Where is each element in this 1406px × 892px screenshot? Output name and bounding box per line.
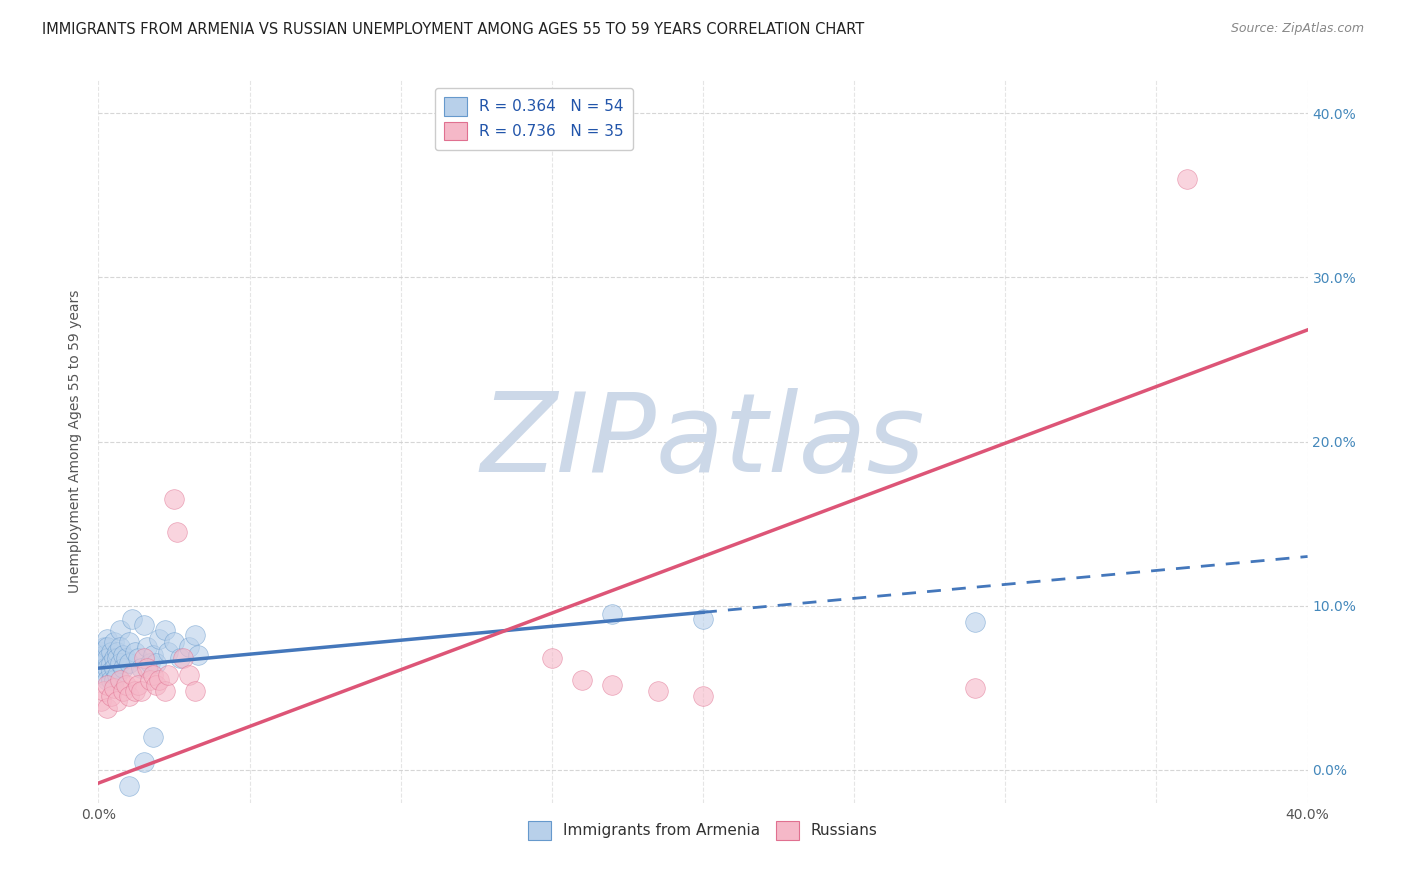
Point [156, 645, 179, 659]
Point [90, 694, 112, 708]
Point [692, 689, 714, 703]
Point [93, 640, 115, 654]
Legend: Immigrants from Armenia, Russians: Immigrants from Armenia, Russians [522, 815, 884, 846]
Point [93, 648, 115, 662]
Point [153, 684, 176, 698]
Point [124, 684, 146, 698]
Point [153, 624, 176, 638]
Point [90, 657, 112, 671]
Point [121, 667, 143, 681]
Point [647, 684, 669, 698]
Point [965, 615, 987, 630]
Point [540, 651, 562, 665]
Point [118, 780, 141, 794]
Point [114, 677, 136, 691]
Point [142, 648, 165, 662]
Point [145, 677, 167, 691]
Point [139, 657, 162, 671]
Point [124, 645, 146, 659]
Point [142, 667, 165, 681]
Point [103, 661, 125, 675]
Point [142, 730, 165, 744]
Point [184, 628, 207, 642]
Point [111, 684, 134, 698]
Point [163, 635, 186, 649]
Y-axis label: Unemployment Among Ages 55 to 59 years: Unemployment Among Ages 55 to 59 years [69, 290, 83, 593]
Point [111, 648, 134, 662]
Point [105, 651, 128, 665]
Point [111, 661, 134, 675]
Point [100, 657, 122, 671]
Point [135, 661, 157, 675]
Point [96, 651, 118, 665]
Point [108, 640, 131, 654]
Point [96, 677, 118, 691]
Point [602, 677, 624, 691]
Point [90, 645, 112, 659]
Point [103, 681, 125, 695]
Point [93, 684, 115, 698]
Point [105, 667, 128, 681]
Point [103, 651, 125, 665]
Point [108, 657, 131, 671]
Point [93, 667, 115, 681]
Point [100, 689, 122, 703]
Point [90, 651, 112, 665]
Point [1175, 171, 1198, 186]
Point [118, 689, 141, 703]
Point [129, 661, 152, 675]
Point [100, 665, 122, 679]
Point [105, 694, 128, 708]
Text: ZIPatlas: ZIPatlas [481, 388, 925, 495]
Point [103, 673, 125, 687]
Point [166, 524, 188, 539]
Point [965, 681, 987, 695]
Point [127, 677, 149, 691]
Point [187, 648, 209, 662]
Point [96, 661, 118, 675]
Point [108, 624, 131, 638]
Point [105, 645, 128, 659]
Point [129, 684, 152, 698]
Point [96, 673, 118, 687]
Point [118, 635, 141, 649]
Point [121, 612, 143, 626]
Point [139, 673, 162, 687]
Point [103, 635, 125, 649]
Point [96, 632, 118, 646]
Point [156, 667, 179, 681]
Text: IMMIGRANTS FROM ARMENIA VS RUSSIAN UNEMPLOYMENT AMONG AGES 55 TO 59 YEARS CORREL: IMMIGRANTS FROM ARMENIA VS RUSSIAN UNEMP… [42, 22, 865, 37]
Point [163, 491, 186, 506]
Point [692, 612, 714, 626]
Point [135, 640, 157, 654]
Point [179, 640, 201, 654]
Point [93, 661, 115, 675]
Point [127, 651, 149, 665]
Point [179, 667, 201, 681]
Point [96, 640, 118, 654]
Point [184, 684, 207, 698]
Point [100, 673, 122, 687]
Point [100, 645, 122, 659]
Point [169, 651, 191, 665]
Point [96, 700, 118, 714]
Point [132, 755, 155, 769]
Point [571, 673, 593, 687]
Point [118, 657, 141, 671]
Point [602, 607, 624, 621]
Point [148, 673, 170, 687]
Point [114, 651, 136, 665]
Point [172, 651, 194, 665]
Point [145, 657, 167, 671]
Point [132, 651, 155, 665]
Point [108, 673, 131, 687]
Text: Source: ZipAtlas.com: Source: ZipAtlas.com [1230, 22, 1364, 36]
Point [132, 618, 155, 632]
Point [148, 632, 170, 646]
